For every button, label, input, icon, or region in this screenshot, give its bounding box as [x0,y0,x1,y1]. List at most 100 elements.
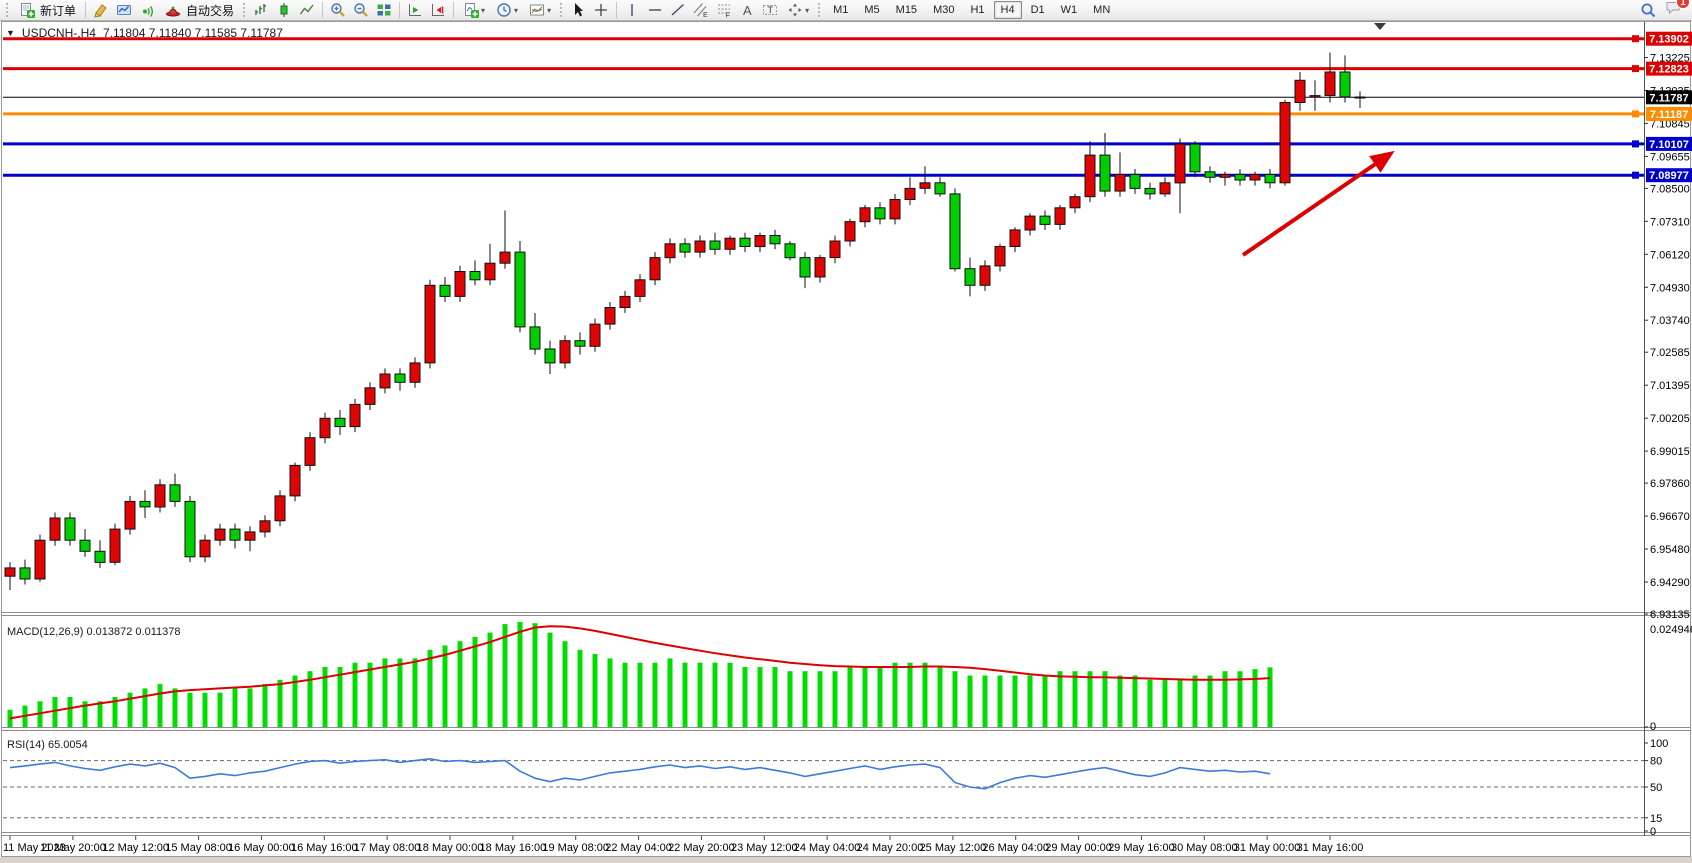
svg-text:16 May 16:00: 16 May 16:00 [291,842,358,854]
periods-button[interactable]: ▾ [491,1,523,20]
chart-symbol-period: USDCNH-,H4 [21,26,96,40]
text-tool-icon[interactable]: A [736,1,758,20]
svg-text:6.96670: 6.96670 [1650,511,1690,523]
add-indicator-button[interactable]: ▾ [458,1,490,20]
candlestick-chart-type-icon[interactable] [273,1,295,20]
chart-frame [1,21,1691,857]
signals-icon[interactable] [136,1,158,20]
templates-button[interactable]: ▾ [524,1,556,20]
svg-text:15: 15 [1650,813,1662,825]
svg-text:22 May 20:00: 22 May 20:00 [668,842,735,854]
rsi-pane: 100 80 50 150 [3,738,1668,838]
svg-text:7.11187: 7.11187 [1650,109,1689,121]
new-order-label: 新订单 [40,3,77,18]
separator [399,2,401,18]
one-click-dropdown-icon[interactable]: ▼ [6,28,15,38]
cursor-tool-icon[interactable] [567,1,589,20]
zoom-out-icon[interactable] [350,1,372,20]
svg-text:0: 0 [1650,721,1656,733]
chart-shift-marker [1374,23,1386,30]
timeframe-h1[interactable]: H1 [970,4,985,16]
chart-shift-icon[interactable] [427,1,449,20]
svg-text:7.03740: 7.03740 [1650,315,1690,327]
svg-text:30 May 08:00: 30 May 08:00 [1171,842,1238,854]
price-tags: 7.13902 7.12823 7.11787 7.11187 7.10107 7.089… [1646,31,1692,183]
timeframe-mn[interactable]: MN [1093,4,1111,16]
svg-text:24 May 04:00: 24 May 04:00 [794,842,861,854]
timeframe-d1[interactable]: D1 [1030,4,1045,16]
svg-text:19 May 08:00: 19 May 08:00 [542,842,609,854]
macd-signal-line [9,625,1271,720]
bar-chart-type-icon[interactable] [250,1,272,20]
toolbar-right-group: 1 [1637,0,1690,21]
svg-text:29 May 00:00: 29 May 00:00 [1045,842,1112,854]
svg-text:F: F [726,13,730,19]
chat-button[interactable]: 1 [1665,0,1690,21]
toolbar-grip [243,3,246,17]
svg-text:80: 80 [1650,756,1662,768]
dropdown-caret-icon: ▾ [514,5,519,15]
svg-text:6.99015: 6.99015 [1650,446,1690,458]
svg-text:7.07310: 7.07310 [1650,216,1690,228]
trend-arrow-annotation[interactable] [1241,150,1395,257]
zoom-in-icon[interactable] [327,1,349,20]
auto-scroll-icon[interactable] [404,1,426,20]
svg-text:7.08977: 7.08977 [1649,170,1689,182]
svg-text:6.93135: 6.93135 [1650,609,1690,621]
timeframe-m5[interactable]: M5 [864,4,880,16]
highlighter-icon[interactable] [90,1,112,20]
text-label-tool-icon[interactable]: T [759,1,781,20]
horizontal-line-tool-icon[interactable] [644,1,666,20]
svg-text:29 May 16:00: 29 May 16:00 [1108,842,1175,854]
separator [616,2,618,18]
svg-text:7.10845: 7.10845 [1650,118,1690,130]
candles-layer[interactable] [4,52,1366,590]
fibonacci-tool-icon[interactable]: F [713,1,735,20]
timeframe-m30[interactable]: M30 [933,4,955,16]
svg-text:7.13902: 7.13902 [1649,34,1689,46]
svg-text:0: 0 [1650,826,1656,838]
svg-text:T: T [768,5,774,15]
timeframe-w1[interactable]: W1 [1060,4,1078,16]
arrows-tool-button[interactable]: ▾ [782,1,814,20]
svg-text:7.02585: 7.02585 [1650,347,1690,359]
svg-text:15 May 08:00: 15 May 08:00 [165,842,232,854]
timeframe-m1[interactable]: M1 [833,4,849,16]
market-watch-icon[interactable] [113,1,135,20]
dropdown-caret-icon: ▾ [805,5,810,15]
svg-text:11 May 2023: 11 May 2023 [3,842,66,854]
search-icon[interactable] [1637,1,1659,20]
rsi-line [9,757,1271,790]
svg-text:7.04930: 7.04930 [1650,282,1690,294]
hline-objects[interactable] [3,35,1644,179]
separator [453,2,455,18]
timeframe-h4[interactable]: H4 [993,1,1022,19]
line-chart-type-icon[interactable] [296,1,318,20]
trendline-tool-icon[interactable] [667,1,689,20]
crosshair-tool-icon[interactable] [590,1,612,20]
svg-text:7.13225: 7.13225 [1650,53,1690,65]
new-order-icon [18,1,36,20]
svg-text:7.12823: 7.12823 [1649,64,1689,76]
svg-text:22 May 04:00: 22 May 04:00 [605,842,672,854]
vertical-line-tool-icon[interactable] [621,1,643,20]
svg-text:7.09655: 7.09655 [1650,151,1690,163]
autotrading-button[interactable]: 自动交易 [159,1,239,20]
equidistant-channel-tool-icon[interactable]: E [690,1,712,20]
macd-pane: 0.024946 0 [7,621,1692,733]
dropdown-caret-icon: ▾ [547,5,552,15]
timeframe-m15[interactable]: M15 [895,4,918,16]
toolbar-grip [560,3,563,17]
svg-text:18 May 00:00: 18 May 00:00 [417,842,484,854]
svg-text:50: 50 [1650,782,1662,794]
svg-text:31 May 16:00: 31 May 16:00 [1297,842,1364,854]
new-order-button[interactable]: 新订单 [13,1,81,20]
dropdown-caret-icon: ▾ [481,5,486,15]
svg-text:12 May 12:00: 12 May 12:00 [102,842,169,854]
tile-windows-icon[interactable] [373,1,395,20]
svg-text:6.97860: 6.97860 [1650,478,1690,490]
svg-text:16 May 00:00: 16 May 00:00 [228,842,295,854]
